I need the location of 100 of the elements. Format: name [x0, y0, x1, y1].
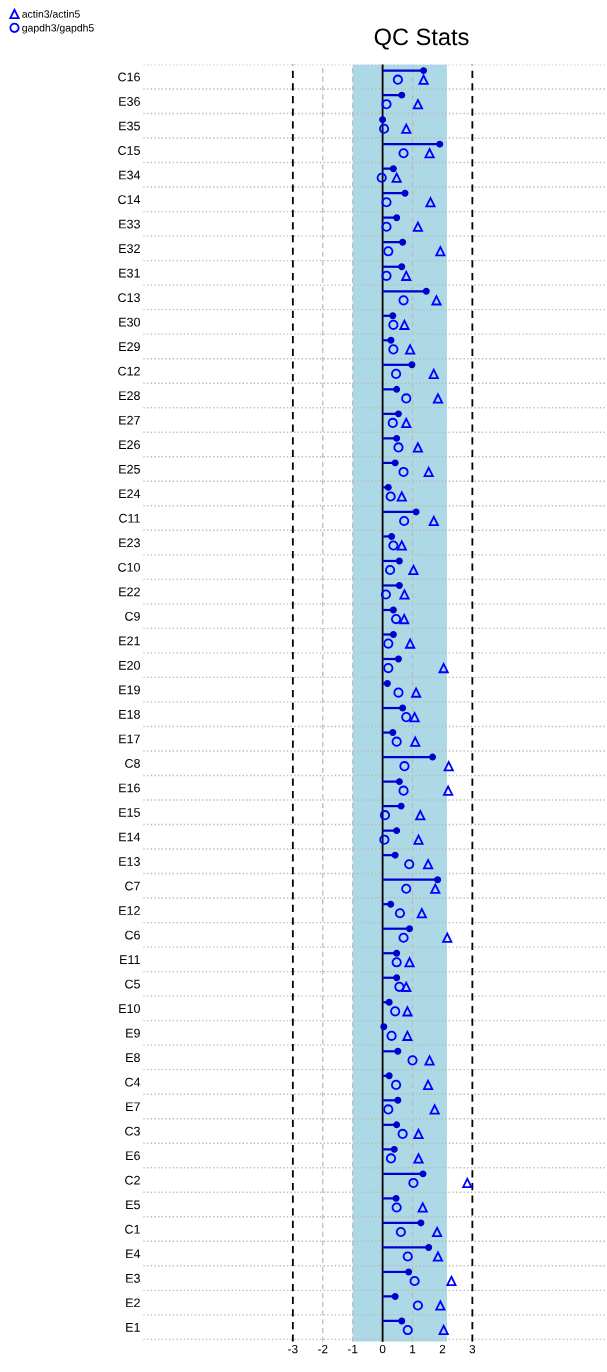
y-tick-label: E23 [119, 538, 140, 548]
point [431, 1226, 443, 1238]
y-tick-label: C9 [125, 611, 140, 621]
point [416, 908, 427, 919]
point [423, 859, 434, 870]
point [425, 197, 436, 208]
y-tick-label: E4 [126, 1249, 141, 1259]
point [381, 221, 392, 232]
point [399, 319, 410, 330]
y-tick-label: E9 [126, 1028, 140, 1038]
y-tick-label: E34 [119, 170, 141, 180]
y-tick-label: E13 [119, 857, 140, 866]
y-tick-label: E30 [119, 317, 140, 327]
point [431, 295, 442, 306]
y-tick-label: E29 [119, 342, 140, 352]
point [423, 1079, 434, 1090]
y-tick-label: C8 [125, 759, 140, 768]
legend-label: gapdh3/gapdh5 [22, 23, 94, 34]
point [418, 74, 429, 85]
y-tick-label: E20 [119, 660, 140, 670]
point [399, 613, 410, 625]
point [408, 1177, 419, 1189]
point [462, 1177, 473, 1189]
x-tick-label: 2 [439, 1344, 446, 1354]
y-tick-label: C5 [125, 979, 140, 989]
point [435, 246, 446, 257]
y-tick-label: E2 [126, 1298, 140, 1308]
point [428, 515, 439, 527]
y-tick-label: C16 [118, 72, 140, 82]
legend-label: actin3/actin5 [22, 10, 80, 18]
point [396, 491, 407, 502]
point [443, 785, 454, 796]
y-tick-label: E28 [119, 391, 140, 401]
point [401, 393, 412, 404]
point [429, 1104, 440, 1115]
x-tick-label: 0 [379, 1344, 386, 1354]
y-tick-label: E19 [119, 685, 140, 695]
point [386, 1030, 397, 1041]
point [399, 761, 410, 772]
y-tick-label: C13 [118, 293, 140, 303]
y-tick-label: E14 [119, 832, 141, 842]
point [397, 1128, 408, 1139]
point [412, 1300, 423, 1311]
y-tick-label: E10 [119, 1004, 140, 1014]
point [401, 123, 412, 134]
x-tick-label: 3 [469, 1344, 476, 1354]
y-tick-label: E21 [119, 636, 140, 646]
point [424, 1055, 435, 1066]
y-tick-label: E36 [119, 97, 140, 106]
y-tick-label: E24 [119, 489, 141, 499]
point [417, 1202, 428, 1213]
point [424, 148, 435, 159]
point [394, 908, 406, 919]
y-tick-label: E17 [119, 734, 140, 744]
x-tick-label: -3 [288, 1344, 298, 1354]
y-tick-label: E27 [119, 415, 140, 425]
point [381, 197, 392, 208]
point [385, 564, 396, 576]
point [390, 613, 402, 625]
x-tick-label: -1 [347, 1345, 358, 1354]
point [404, 859, 415, 870]
point [392, 74, 403, 85]
point [443, 761, 454, 772]
point [412, 442, 423, 453]
point [446, 1275, 457, 1287]
y-tick-label: E31 [119, 268, 140, 278]
point [413, 1128, 424, 1139]
y-tick-label: C4 [125, 1077, 141, 1087]
point [405, 344, 416, 355]
point [379, 834, 390, 845]
point [401, 270, 412, 281]
y-tick-label: E8 [126, 1053, 140, 1063]
point [398, 148, 409, 159]
y-tick-label: C11 [119, 513, 140, 523]
y-tick-label: C6 [125, 930, 140, 940]
point [399, 515, 410, 527]
y-tick-label: C2 [125, 1175, 140, 1185]
x-tick-label: 1 [410, 1345, 416, 1354]
point [401, 712, 412, 723]
point [383, 1104, 394, 1115]
point [438, 1324, 449, 1336]
point [383, 663, 394, 674]
point [407, 1055, 418, 1066]
point [410, 736, 421, 747]
point [401, 417, 412, 428]
point [401, 981, 412, 992]
point [415, 810, 426, 821]
point [432, 393, 444, 404]
y-tick-label: C14 [118, 195, 141, 204]
y-tick-label: E3 [126, 1273, 140, 1283]
point [398, 295, 409, 306]
point [430, 883, 441, 894]
point [388, 319, 399, 330]
point [376, 172, 387, 183]
y-tick-label: E5 [126, 1200, 140, 1210]
point [428, 368, 439, 379]
y-tick-label: C7 [125, 881, 140, 891]
y-tick-label: E35 [119, 121, 140, 131]
point [396, 540, 407, 551]
y-tick-label: E26 [119, 440, 140, 450]
